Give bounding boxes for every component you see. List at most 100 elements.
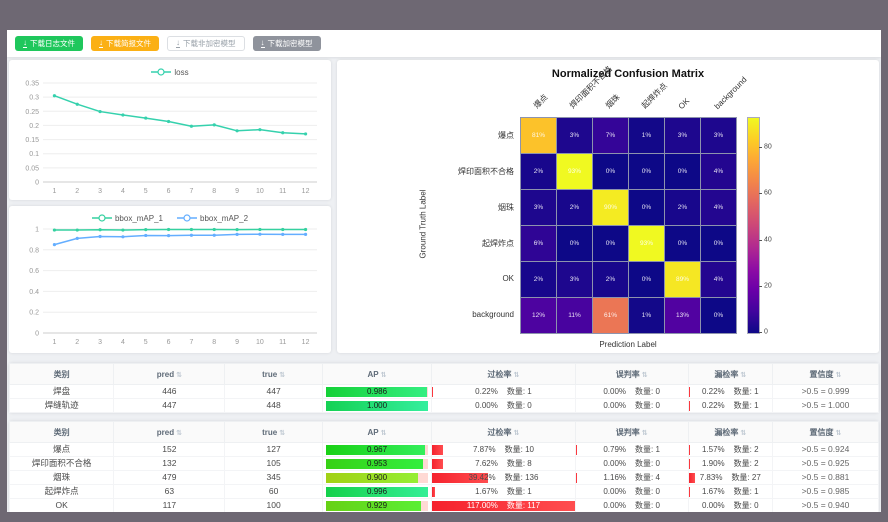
column-label: 过检率 [487, 427, 512, 437]
column-label: true [262, 427, 278, 437]
sort-icon[interactable]: ⇅ [380, 371, 387, 379]
rate-bar [432, 472, 489, 483]
matrix-column-label: OK [676, 96, 692, 111]
ap-bar [325, 486, 428, 497]
column-header-8: 置信度 ⇅ [771, 363, 880, 385]
svg-text:0.35: 0.35 [25, 81, 39, 88]
ap-bar [325, 458, 424, 469]
download-plain-model-button[interactable]: ↓ 下载非加密模型 [167, 36, 245, 51]
confidence-cell: >0.5 = 0.940 [771, 498, 880, 512]
sort-icon[interactable]: ⇅ [641, 429, 648, 437]
rate-value: 0.00% 数量: 0 [603, 386, 660, 396]
rate-value: 0.22% 数量: 1 [475, 386, 532, 396]
download-log-button[interactable]: ↓ 下载日志文件 [15, 36, 83, 51]
rate-value: 0.00% 数量: 0 [475, 400, 532, 410]
over-detect-cell: 7.87% 数量: 10 [431, 442, 576, 457]
misjudge-cell: 0.00% 数量: 0 [574, 498, 689, 512]
svg-text:0.05: 0.05 [25, 165, 39, 172]
download-icon: ↓ [176, 38, 180, 48]
table-row: 焊盘 446 447 0.986 0.22% 数量: 1 0.00% 数量: 0 0.22% 数量… [8, 384, 880, 399]
ap-cell: 0.900 [321, 470, 433, 485]
matrix-cell: 0% [665, 154, 700, 189]
rate-bar [689, 472, 696, 483]
matrix-cell: 3% [701, 118, 736, 153]
sort-icon[interactable]: ⇅ [279, 429, 286, 437]
map-chart: 00.20.40.60.811 2 3 4 5 6 7 8 9 10 11 12 [29, 227, 317, 346]
over-detect-cell: 0.00% 数量: 0 [431, 398, 576, 413]
svg-text:12: 12 [302, 339, 310, 346]
over-detect-cell: 0.22% 数量: 1 [431, 384, 576, 399]
rate-value: 0.22% 数量: 1 [701, 386, 759, 396]
legend-item-bbox_mAP_2[interactable]: bbox_mAP_2 [177, 213, 248, 223]
true-cell: 447 [224, 384, 323, 399]
ap-value: 0.967 [367, 444, 388, 454]
dashboard: ↓ 下载日志文件 ↓ 下载简报文件 ↓ 下载非加密模型 ↓ 下载加密模型 loss 0 0.05… [7, 30, 881, 512]
matrix-row-label: background [472, 309, 514, 319]
sort-icon[interactable]: ⇅ [835, 371, 842, 379]
rate-bar [576, 472, 577, 483]
miss-cell: 0.22% 数量: 1 [687, 384, 773, 399]
sort-icon[interactable]: ⇅ [176, 371, 182, 379]
matrix-row-label: 焊印面积不合格 [458, 166, 514, 176]
pred-cell: 479 [113, 470, 226, 485]
matrix-cell: 0% [629, 262, 664, 297]
sort-icon[interactable]: ⇅ [279, 371, 286, 379]
button-label: 下载加密模型 [267, 38, 313, 48]
misjudge-cell: 0.00% 数量: 0 [574, 384, 689, 399]
matrix-cell: 7% [593, 118, 628, 153]
column-label: AP [367, 427, 379, 437]
sort-icon[interactable]: ⇅ [641, 371, 648, 379]
matrix-row-label: 烟珠 [498, 202, 514, 212]
button-label: 下载日志文件 [30, 38, 75, 48]
svg-text:10: 10 [256, 188, 264, 195]
sort-icon[interactable]: ⇅ [176, 429, 182, 437]
download-report-button[interactable]: ↓ 下载简报文件 [91, 36, 159, 51]
sort-icon[interactable]: ⇅ [740, 371, 747, 379]
rate-bar [432, 500, 575, 511]
table-row: 烟珠 479 345 0.900 39.42% 数量: 136 1.16% 数量: 4 7.83… [8, 470, 880, 485]
pred-cell: 63 [113, 484, 226, 499]
matrix-column-label: background [712, 75, 749, 111]
matrix-cell: 81% [521, 118, 556, 153]
rate-value: 0.00% 数量: 0 [603, 458, 660, 468]
ap-bar [325, 400, 429, 411]
rate-value: 1.16% 数量: 4 [603, 472, 660, 482]
matrix-cell: 13% [665, 298, 700, 333]
sort-icon[interactable]: ⇅ [740, 429, 747, 437]
column-header-3: true ⇅ [224, 363, 323, 385]
svg-text:0: 0 [35, 180, 39, 187]
legend-item-loss[interactable]: loss [151, 67, 189, 77]
miss-cell: 1.57% 数量: 2 [687, 442, 773, 457]
matrix-row-label: 起焊炸点 [482, 238, 514, 248]
miss-cell: 7.83% 数量: 27 [687, 470, 773, 485]
download-icon: ↓ [99, 38, 103, 48]
metrics-table-2: 类别 pred ⇅ true ⇅ AP ⇅ 过检率 ⇅ 误判率 ⇅ 漏检率 ⇅ 置信度 ⇅ 爆点 152 127 0… [8, 421, 880, 512]
sort-icon[interactable]: ⇅ [835, 429, 842, 437]
svg-text:2: 2 [75, 188, 79, 195]
matrix-cell: 1% [629, 298, 664, 333]
svg-text:6: 6 [167, 188, 171, 195]
metrics-table-1: 类别 pred ⇅ true ⇅ AP ⇅ 过检率 ⇅ 误判率 ⇅ 漏检率 ⇅ 置信度 ⇅ 焊盘 446 447 0… [8, 363, 880, 413]
matrix-cell: 90% [593, 190, 628, 225]
matrix-grid: 81% 3% 7% 1% 3% 3% 2% 93% 0% 0% 0% 4% 3% 2% 90% 0% 2% 4% 6… [520, 117, 737, 334]
svg-text:0.2: 0.2 [29, 123, 39, 130]
svg-text:0: 0 [35, 331, 39, 338]
download-encrypted-model-button[interactable]: ↓ 下载加密模型 [252, 36, 321, 51]
sort-icon[interactable]: ⇅ [513, 429, 520, 437]
legend-item-bbox_mAP_1[interactable]: bbox_mAP_1 [91, 213, 163, 223]
sort-icon[interactable]: ⇅ [380, 429, 387, 437]
column-header-1: 类别 [8, 421, 115, 443]
rate-value: 0.00% 数量: 0 [603, 486, 660, 496]
column-header-6: 误判率 ⇅ [574, 421, 689, 443]
rate-bar [689, 400, 690, 411]
colorbar-tick-label: 20 [764, 282, 772, 290]
matrix-cell: 61% [593, 298, 628, 333]
column-label: pred [156, 369, 175, 379]
category-cell: 焊印面积不合格 [8, 456, 115, 471]
svg-text:4: 4 [121, 339, 125, 346]
confidence-cell: >0.5 = 0.925 [771, 456, 880, 471]
svg-text:5: 5 [144, 188, 148, 195]
sort-icon[interactable]: ⇅ [513, 371, 520, 379]
map-chart-card: bbox_mAP_1 bbox_mAP_2 0 0.2 0.4 0.6 0.8 1 1 2 3 4 5… [9, 206, 331, 353]
true-cell: 105 [224, 456, 323, 471]
